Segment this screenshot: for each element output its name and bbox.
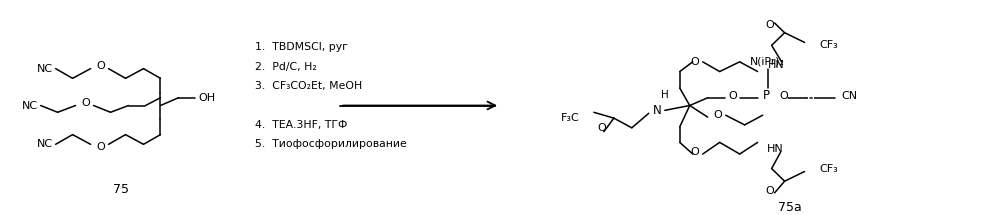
Text: 2.  Pd/C, H₂: 2. Pd/C, H₂ — [256, 62, 317, 72]
Text: P: P — [763, 89, 770, 102]
Text: F₃C: F₃C — [561, 113, 579, 123]
Text: NC: NC — [37, 64, 53, 74]
Text: O: O — [690, 147, 699, 157]
Text: O: O — [713, 110, 722, 120]
Text: H: H — [661, 90, 668, 100]
Text: O: O — [690, 57, 699, 67]
Text: O: O — [765, 20, 774, 30]
Text: 5.  Тиофосфорилирование: 5. Тиофосфорилирование — [256, 139, 407, 149]
Text: 75a: 75a — [777, 201, 801, 214]
Text: 4.  ТЕА.3HF, ТГФ: 4. ТЕА.3HF, ТГФ — [256, 120, 348, 130]
Text: CF₃: CF₃ — [819, 40, 838, 50]
Text: CF₃: CF₃ — [819, 164, 838, 174]
Text: NC: NC — [37, 139, 53, 149]
Text: CN: CN — [841, 91, 858, 101]
Text: HN: HN — [766, 144, 783, 154]
Text: O: O — [728, 91, 737, 101]
Text: NC: NC — [22, 100, 38, 111]
Text: N: N — [652, 104, 661, 117]
Text: O: O — [81, 98, 90, 108]
Text: O: O — [96, 61, 105, 71]
Text: O: O — [779, 91, 788, 101]
Text: 75: 75 — [113, 183, 129, 197]
Text: 1.  TBDMSCl, руг: 1. TBDMSCl, руг — [256, 42, 349, 52]
Text: HN: HN — [767, 60, 784, 70]
Text: O: O — [597, 123, 606, 133]
Text: N(iPr)₂: N(iPr)₂ — [750, 57, 785, 67]
Text: OH: OH — [199, 93, 216, 103]
Text: O: O — [96, 142, 105, 152]
Text: 3.  CF₃CO₂Et, MeOH: 3. CF₃CO₂Et, MeOH — [256, 81, 363, 91]
Text: O: O — [765, 186, 774, 196]
